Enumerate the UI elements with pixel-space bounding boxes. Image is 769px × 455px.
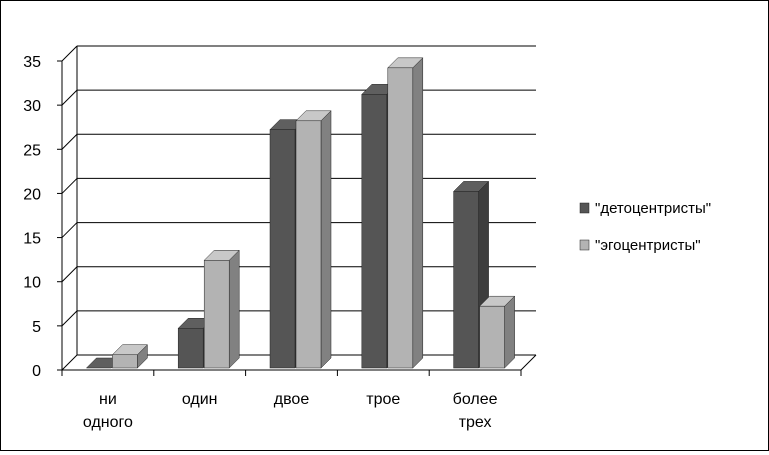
x-category-label: один xyxy=(182,391,218,408)
gridline-depth xyxy=(61,266,78,283)
legend-swatch xyxy=(579,239,590,251)
bar-front xyxy=(177,328,204,369)
bar xyxy=(111,344,149,369)
gridline-depth xyxy=(61,133,78,150)
bar-front xyxy=(453,191,479,369)
gridline-depth xyxy=(61,45,78,62)
gridline-depth xyxy=(61,89,78,106)
floor-right-edge xyxy=(520,354,537,371)
x-category-label: ни xyxy=(99,391,117,408)
gridline-depth xyxy=(61,222,78,238)
bar xyxy=(295,110,332,369)
x-category-label: двое xyxy=(274,391,310,408)
bar-front xyxy=(203,260,230,369)
legend-label: "эгоцентристы" xyxy=(595,237,701,254)
x-category-label: трое xyxy=(366,391,400,408)
bar-front xyxy=(479,305,505,369)
bar-front xyxy=(387,67,414,369)
y-tick-label: 10 xyxy=(23,275,41,292)
x-category-label: более xyxy=(453,391,498,408)
legend-swatch xyxy=(579,202,590,214)
y-tick-label: 20 xyxy=(23,186,41,203)
x-category-label: одного xyxy=(83,414,133,431)
y-tick-label: 35 xyxy=(23,54,41,71)
bar xyxy=(478,295,516,369)
bar-side xyxy=(228,249,240,369)
legend-label: "детоцентристы" xyxy=(595,200,711,217)
bar-front xyxy=(295,120,322,369)
gridline-depth xyxy=(61,354,78,371)
y-tick-label: 25 xyxy=(23,142,41,159)
gridline-depth xyxy=(61,310,78,327)
y-tick-label: 30 xyxy=(23,98,41,115)
y-tick-label: 15 xyxy=(23,231,41,248)
gridline-depth xyxy=(61,178,78,194)
y-tick-label: 0 xyxy=(32,363,41,380)
y-tick-label: 5 xyxy=(32,319,41,336)
x-category-label: трех xyxy=(459,414,492,431)
bar xyxy=(387,57,424,369)
bar-front xyxy=(361,94,388,369)
bar-side xyxy=(504,295,515,369)
bar-side xyxy=(412,57,424,369)
bar-front xyxy=(269,129,296,369)
bar-front xyxy=(112,354,138,369)
bar xyxy=(203,249,240,369)
bar-side xyxy=(320,110,332,369)
